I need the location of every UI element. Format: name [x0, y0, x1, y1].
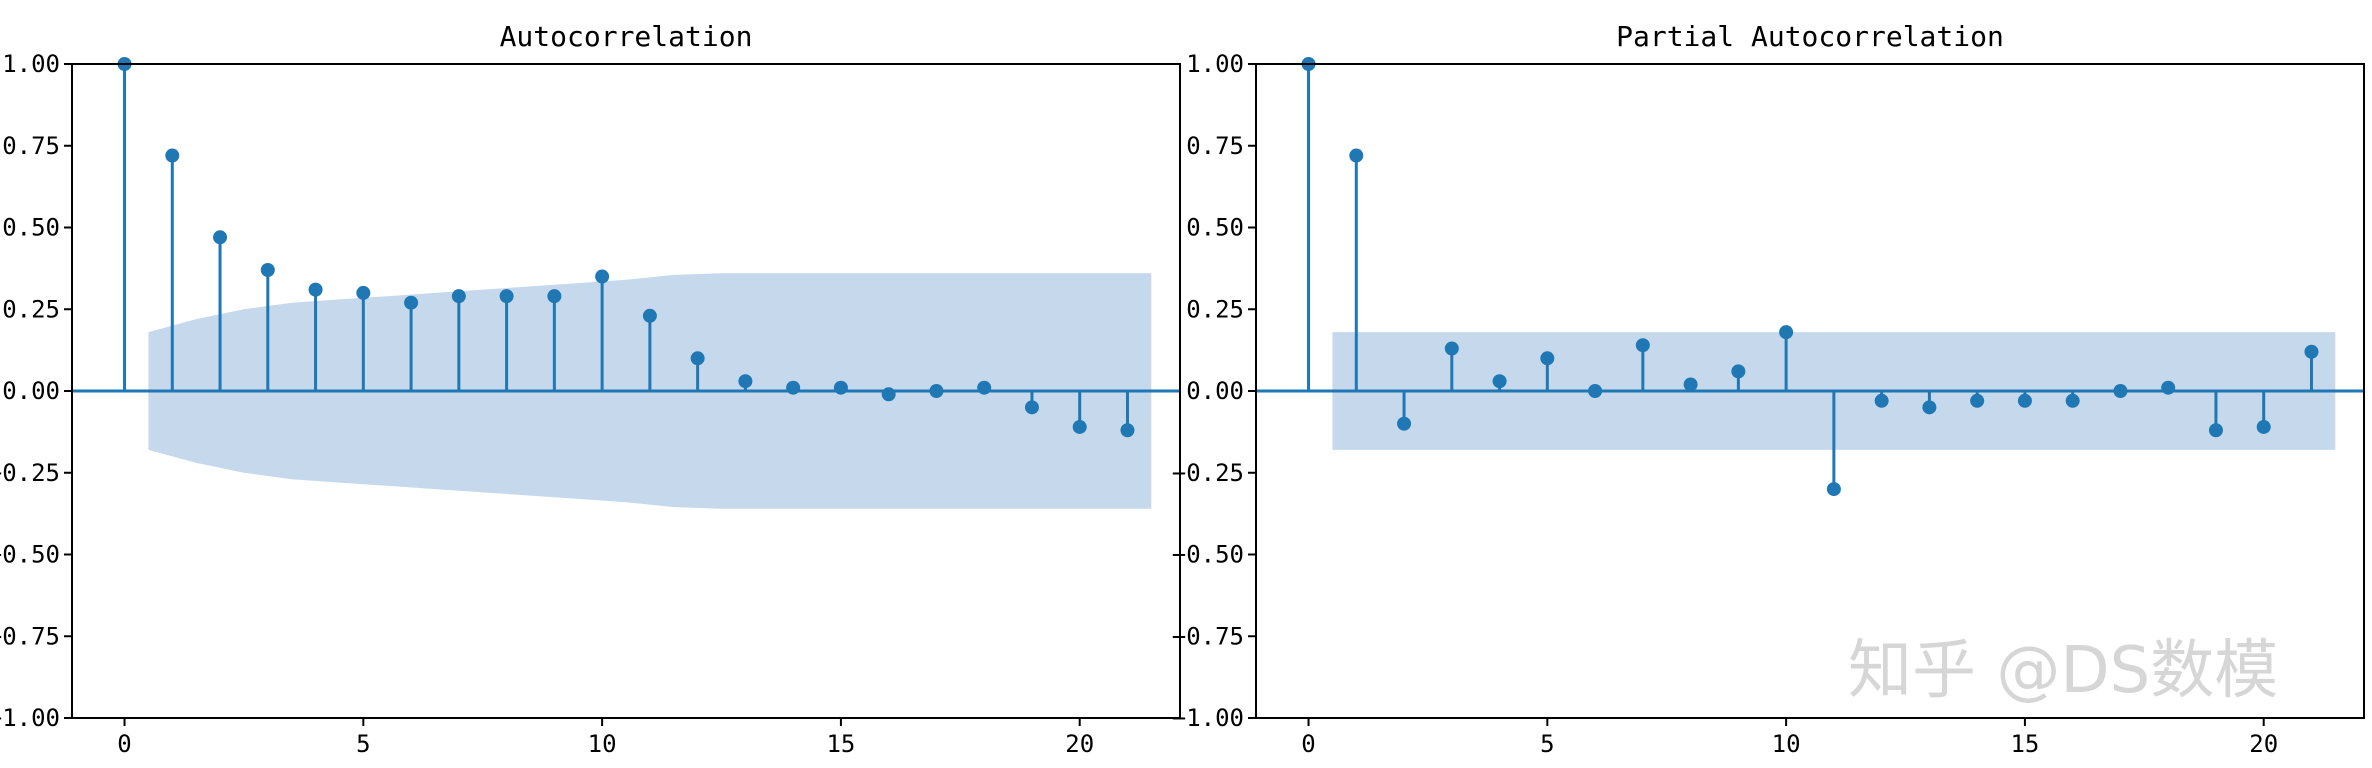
x-tick-label: 10	[588, 730, 617, 758]
y-tick-label: −0.75	[1172, 622, 1244, 650]
stem-marker-lag-15	[833, 380, 848, 395]
y-tick-label: −1.00	[0, 704, 60, 732]
stem-marker-lag-10	[1779, 325, 1794, 340]
stem-marker-lag-10	[595, 269, 610, 284]
y-tick-label: −0.50	[0, 541, 60, 569]
y-tick-label: 0.75	[2, 132, 60, 160]
autocorrelation-plot: 1.00 0.75 0.50 0.25 0.00 −0.25 −0.50 −0.75 −1.00…	[0, 20, 1181, 758]
stem-marker-lag-20	[1072, 419, 1087, 434]
y-tick-label: −0.50	[1172, 541, 1244, 569]
stem-marker-lag-16	[881, 387, 896, 402]
stem-marker-lag-3	[1444, 341, 1459, 356]
x-tick-label: 0	[117, 730, 131, 758]
x-tick-label: 5	[1540, 730, 1554, 758]
x-tick-label: 5	[356, 730, 370, 758]
x-tick-label: 20	[2249, 730, 2278, 758]
stem-marker-lag-14	[786, 380, 801, 395]
stem-marker-lag-7	[451, 289, 466, 304]
x-tick-label: 20	[1065, 730, 1094, 758]
stem-marker-lag-13	[738, 374, 753, 389]
stem-marker-lag-3	[260, 263, 275, 278]
stem-marker-lag-4	[1492, 374, 1507, 389]
y-tick-label: 0.50	[1186, 214, 1244, 242]
y-tick-label: 0.00	[2, 377, 60, 405]
y-tick-label: 0.00	[1186, 377, 1244, 405]
chart-title: Partial Autocorrelation	[1616, 20, 2004, 53]
y-tick-label: −0.25	[1172, 459, 1244, 487]
y-tick-label: 0.25	[2, 295, 60, 323]
y-tick-label: 1.00	[1186, 50, 1244, 78]
stem-marker-lag-18	[2161, 380, 2176, 395]
y-tick-label: 0.25	[1186, 295, 1244, 323]
stem-marker-lag-13	[1922, 400, 1937, 415]
stem-marker-lag-6	[404, 295, 419, 310]
watermark-text: 知乎 @DS数模	[1848, 634, 2278, 708]
stem-marker-lag-19	[2208, 423, 2223, 438]
stem-marker-lag-16	[2065, 393, 2080, 408]
stem-marker-lag-1	[165, 148, 180, 163]
stem-marker-lag-17	[2113, 384, 2128, 398]
stem-marker-lag-21	[2304, 344, 2319, 359]
y-tick-label: −1.00	[1172, 704, 1244, 732]
x-tick-label: 15	[2010, 730, 2039, 758]
stem-marker-lag-5	[1540, 351, 1555, 366]
stem-marker-lag-12	[1874, 393, 1889, 408]
stem-marker-lag-14	[1970, 393, 1985, 408]
stem-marker-lag-4	[308, 282, 323, 297]
stem-marker-lag-2	[1397, 416, 1412, 431]
y-tick-label: −0.25	[0, 459, 60, 487]
y-tick-label: 1.00	[2, 50, 60, 78]
stem-marker-lag-5	[356, 285, 371, 300]
stem-marker-lag-17	[929, 384, 944, 398]
y-tick-label: 0.50	[2, 214, 60, 242]
stem-marker-lag-19	[1024, 400, 1039, 415]
stem-marker-lag-12	[690, 351, 705, 366]
partial-autocorrelation-plot: 1.00 0.75 0.50 0.25 0.00 −0.25 −0.50 −0.75 −1.00…	[1172, 20, 2365, 758]
y-tick-label: 0.75	[1186, 132, 1244, 160]
stem-marker-lag-2	[213, 230, 228, 245]
stem-marker-lag-7	[1635, 338, 1650, 353]
stem-marker-lag-11	[1826, 482, 1841, 497]
stem-marker-lag-9	[547, 289, 562, 304]
stem-marker-lag-8	[1683, 377, 1698, 392]
x-tick-label: 0	[1301, 730, 1315, 758]
stem-marker-lag-20	[2256, 419, 2271, 434]
y-tick-label: −0.75	[0, 622, 60, 650]
stem-marker-lag-6	[1588, 384, 1603, 398]
stem-marker-lag-8	[499, 289, 514, 304]
x-tick-label: 10	[1772, 730, 1801, 758]
x-tick-label: 15	[826, 730, 855, 758]
chart-title: Autocorrelation	[500, 20, 753, 53]
stem-marker-lag-15	[2017, 393, 2032, 408]
stem-marker-lag-21	[1120, 423, 1135, 438]
stem-marker-lag-18	[977, 380, 992, 395]
stem-marker-lag-9	[1731, 364, 1746, 379]
stem-marker-lag-1	[1349, 148, 1364, 163]
stem-marker-lag-11	[642, 308, 657, 323]
